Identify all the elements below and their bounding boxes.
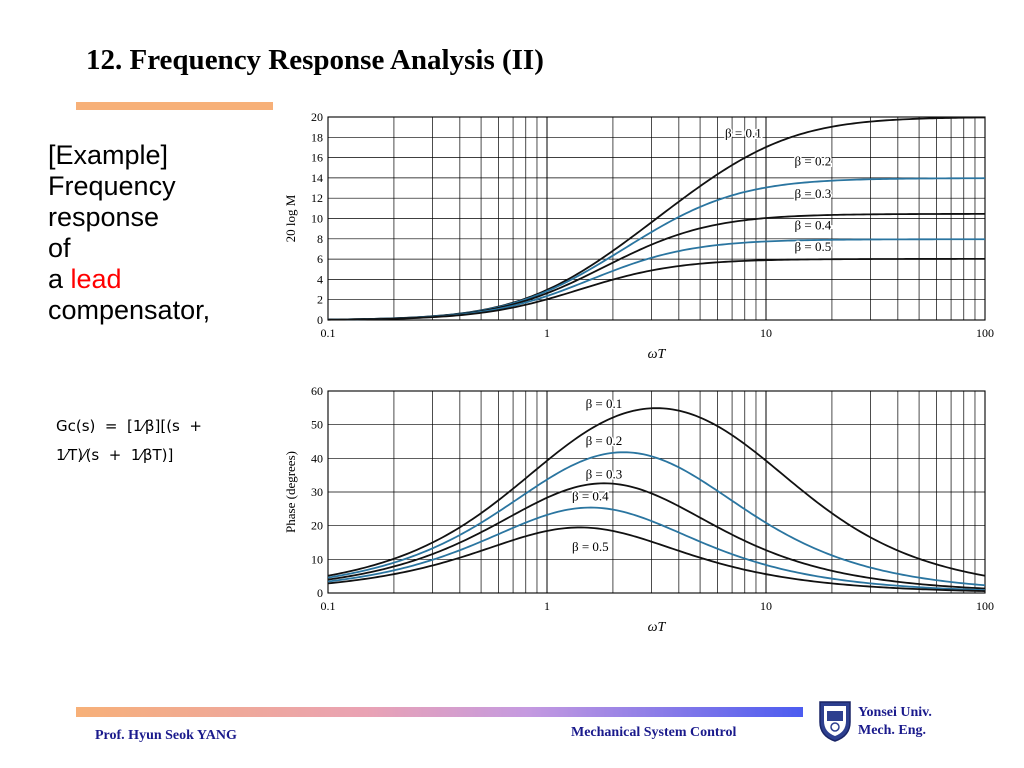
series-line [327,258,986,321]
example-line: response [48,202,160,232]
y-tick-label: 18 [311,130,323,144]
y-tick-label: 20 [311,110,323,124]
example-line: a lead [48,264,278,295]
series-line [327,526,986,592]
x-axis-label: ωT [648,620,667,635]
series-annotation: β = 0.3 [795,186,832,201]
y-axis-label: 20 log M [283,194,298,242]
plot-frame [327,116,986,321]
formula-line: 1⁄T)⁄(s + 1⁄βT)] [56,446,174,464]
x-tick-label: 0.1 [321,599,336,613]
series-annotation: β = 0.4 [795,218,832,233]
x-tick-label: 1 [544,599,550,613]
series-annotation: β = 0.2 [795,154,832,169]
series-line [327,451,986,587]
y-tick-label: 20 [311,519,323,533]
example-description: [Example] Frequency response of a lead c… [48,140,278,326]
series-annotation: β = 0.2 [586,433,623,448]
lead-prefix: a [48,264,71,294]
footer-gradient-bar [76,707,803,717]
title-underline-bar [76,102,273,110]
university-line: Yonsei Univ. [858,705,932,720]
x-tick-label: 0.1 [321,326,336,340]
y-tick-label: 0 [317,313,323,327]
series-line [327,407,986,577]
y-tick-label: 0 [317,586,323,600]
x-tick-label: 100 [976,599,994,613]
series-line [327,482,986,590]
x-tick-label: 1 [544,326,550,340]
slide-title: 12. Frequency Response Analysis (II) [86,44,544,76]
y-tick-label: 2 [317,293,323,307]
x-tick-label: 10 [760,326,772,340]
department-line: Mech. Eng. [858,723,927,738]
example-line: of [48,233,71,263]
series-line [327,506,986,592]
x-tick-label: 100 [976,326,994,340]
y-tick-label: 40 [311,451,323,465]
y-tick-label: 4 [317,272,323,286]
plot-frame [327,390,986,594]
y-tick-label: 12 [311,191,323,205]
x-axis-label: ωT [648,347,667,362]
series-annotation: β = 0.3 [586,467,623,482]
course-name: Mechanical System Control [571,725,737,740]
formula-line: Gᴄ(s) = [1⁄β][(s + [56,417,202,435]
example-line: [Example] [48,140,169,170]
author-name: Prof. Hyun Seok YANG [95,728,237,743]
example-line: compensator, [48,295,211,325]
university-label: Yonsei Univ. Mech. Eng. [858,704,932,740]
y-tick-label: 16 [311,151,323,165]
series-annotation: β = 0.1 [586,396,623,411]
transfer-function-formula: Gᴄ(s) = [1⁄β][(s + 1⁄T)⁄(s + 1⁄βT)] [56,412,256,470]
series-annotation: β = 0.4 [572,488,609,503]
university-shield-logo [819,701,851,742]
series-annotation: β = 0.1 [725,125,762,140]
example-line: Frequency [48,171,176,201]
y-tick-label: 50 [311,418,323,432]
y-tick-label: 10 [311,212,323,226]
y-tick-label: 10 [311,552,323,566]
series-annotation: β = 0.5 [572,539,609,554]
y-axis-label: Phase (degrees) [283,451,298,533]
y-tick-label: 14 [311,171,323,185]
y-tick-label: 6 [317,252,323,266]
y-tick-label: 30 [311,485,323,499]
y-tick-label: 8 [317,232,323,246]
series-annotation: β = 0.5 [795,239,832,254]
x-tick-label: 10 [760,599,772,613]
lead-word: lead [70,264,122,294]
y-tick-label: 60 [311,384,323,398]
